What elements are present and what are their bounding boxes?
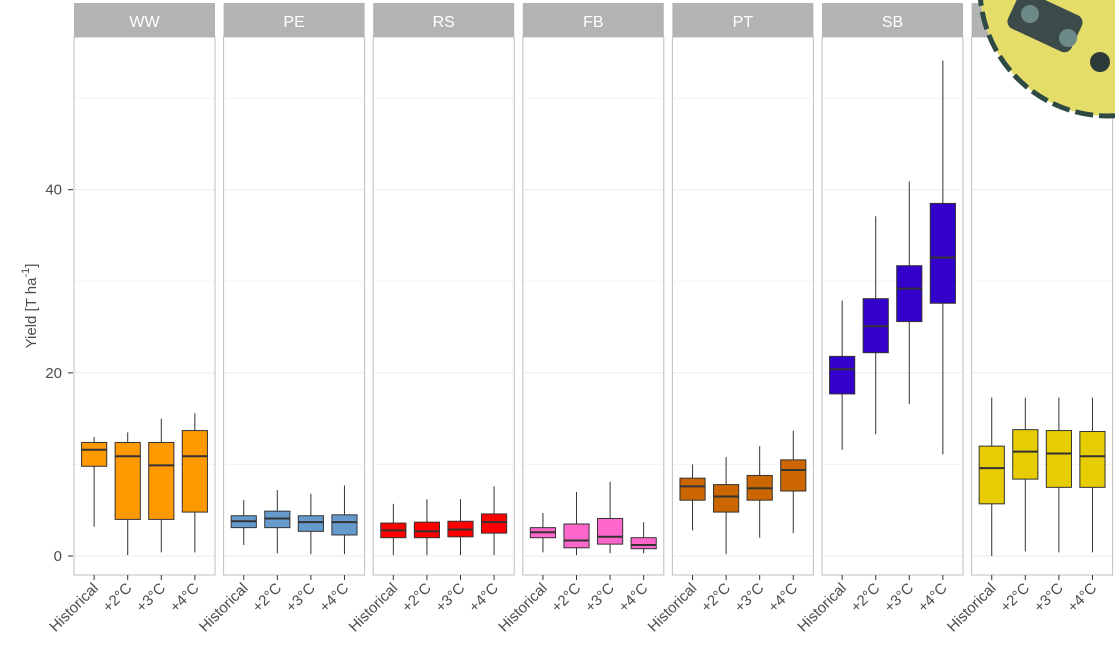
- x-tick-label: +2°C: [997, 580, 1033, 616]
- strip: [373, 3, 515, 37]
- y-label-superscript: -1: [20, 268, 32, 278]
- box: [480, 513, 508, 534]
- box: [81, 441, 108, 467]
- box: [978, 445, 1005, 505]
- box: [1045, 430, 1072, 488]
- x-tick-label: +3°C: [582, 580, 618, 616]
- x-tick-label: +4°C: [466, 580, 502, 616]
- panels: 02040WWHistorical+2°C+3°C+4°CPEHistorica…: [45, 3, 1114, 636]
- strip: [822, 3, 963, 37]
- strip: [74, 3, 215, 37]
- x-tick-label: +4°C: [167, 580, 203, 616]
- strip-label: WW: [129, 14, 160, 31]
- x-tick-label: +3°C: [432, 580, 468, 616]
- x-tick-label: Historical: [645, 580, 701, 636]
- panel-background: [522, 36, 665, 576]
- box: [1079, 430, 1106, 488]
- x-tick-label: +4°C: [1064, 580, 1100, 616]
- x-tick-label: Historical: [46, 580, 102, 636]
- strip: [223, 3, 365, 37]
- x-tick-label: +3°C: [133, 580, 169, 616]
- x-tick-label: Historical: [944, 580, 1000, 636]
- box: [331, 514, 358, 536]
- box: [181, 430, 208, 513]
- strip-label: PT: [733, 14, 754, 31]
- x-tick-label: +2°C: [249, 580, 285, 616]
- x-tick-label: +3°C: [881, 580, 917, 616]
- x-tick-label: Historical: [346, 580, 402, 636]
- panel-background: [223, 36, 366, 576]
- y-tick-label: 40: [45, 182, 62, 199]
- box: [1012, 429, 1039, 480]
- box: [829, 355, 856, 395]
- x-tick-label: Historical: [794, 580, 850, 636]
- box: [114, 441, 141, 520]
- x-tick-label: +2°C: [399, 580, 435, 616]
- box: [713, 484, 740, 513]
- box: [679, 477, 706, 501]
- x-tick-label: +3°C: [283, 580, 319, 616]
- y-tick-label: 0: [54, 548, 62, 565]
- x-tick-label: +3°C: [1031, 580, 1067, 616]
- box: [563, 523, 590, 549]
- x-tick-label: +4°C: [316, 580, 352, 616]
- panel-background: [821, 36, 964, 576]
- box: [929, 202, 956, 304]
- x-tick-label: +2°C: [548, 580, 584, 616]
- strip: [672, 3, 814, 37]
- x-tick-label: +4°C: [915, 580, 951, 616]
- strip-label: SB: [882, 14, 903, 31]
- x-tick-label: Historical: [196, 580, 252, 636]
- y-label-text: Yield [T ha: [23, 277, 40, 349]
- cartoon-part: [1090, 52, 1110, 72]
- x-tick-label: +2°C: [100, 580, 136, 616]
- x-tick-label: +2°C: [848, 580, 884, 616]
- y-label-suffix: ]: [23, 264, 40, 268]
- box: [148, 441, 175, 520]
- box: [413, 521, 441, 539]
- cartoon-wheel: [1021, 5, 1039, 23]
- box: [596, 517, 624, 545]
- y-tick-label: 20: [45, 365, 62, 382]
- x-tick-label: +4°C: [615, 580, 651, 616]
- decoration: [978, 0, 1115, 119]
- box: [630, 537, 657, 550]
- strip-label: PE: [283, 14, 304, 31]
- strip-label: FB: [583, 14, 603, 31]
- box: [297, 515, 324, 532]
- x-tick-label: Historical: [495, 580, 551, 636]
- x-tick-label: +4°C: [765, 580, 801, 616]
- strip: [522, 3, 664, 37]
- strip-label: RS: [433, 14, 455, 31]
- box: [896, 265, 923, 323]
- x-tick-label: +2°C: [698, 580, 734, 616]
- x-tick-label: +3°C: [731, 580, 767, 616]
- panel-background: [372, 36, 515, 576]
- box: [780, 459, 807, 492]
- cartoon-wheel: [1059, 29, 1077, 47]
- y-axis-title: Yield [T ha-1]: [20, 264, 40, 349]
